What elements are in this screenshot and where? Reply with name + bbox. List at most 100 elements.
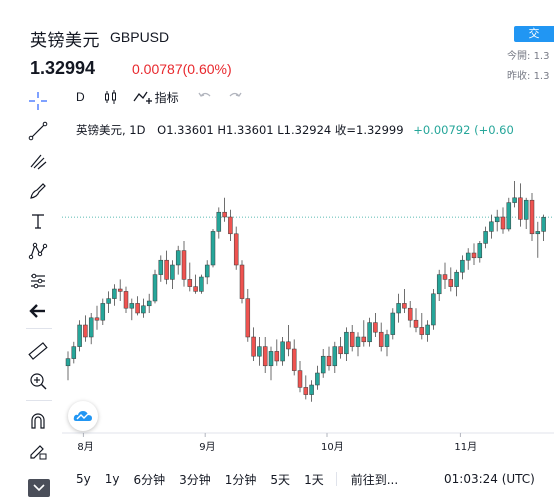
chart-toolbar: D 指标 (64, 85, 257, 109)
candle-up (390, 312, 396, 335)
interval-button[interactable]: D (76, 90, 85, 104)
crosshair-tool[interactable] (22, 88, 54, 114)
range-1y[interactable]: 1y (104, 472, 120, 486)
candle-down (378, 331, 384, 347)
candle-down (245, 298, 251, 338)
candle-down (239, 264, 245, 299)
range-5y[interactable]: 5y (76, 472, 91, 486)
candle-down (303, 387, 309, 395)
candle-up (465, 252, 471, 261)
candle-up (152, 274, 158, 302)
candle-down (123, 291, 129, 309)
clock[interactable]: 01:03:24 (UTC) (444, 472, 535, 486)
time-tick-label: 8月 (77, 441, 93, 453)
candle-up (460, 259, 465, 273)
prediction-icon (31, 273, 45, 289)
indicators-button[interactable]: 指标 (133, 89, 179, 106)
candle-up (344, 331, 349, 355)
candle-up (483, 231, 488, 244)
price-change: 0.00787(0.60%) (132, 61, 232, 77)
candle-down (228, 216, 233, 235)
candle-down (402, 303, 407, 309)
candle-up (320, 355, 326, 374)
candle-down (448, 279, 454, 287)
candle-up (175, 250, 181, 266)
today-open: 今開: 1.3 (507, 51, 550, 62)
candle-up (535, 231, 541, 235)
symbol-code: GBPUSD (110, 29, 170, 45)
last-price: 1.32994 (30, 58, 96, 78)
candle-up (523, 199, 529, 220)
candles-icon (104, 90, 116, 104)
range-bar: 5y 1y 6分钟 3分钟 1分钟 5天 1天 前往到... 01:03:24 … (62, 468, 554, 490)
candle-up (216, 211, 222, 232)
toolbar-scroll-down[interactable] (28, 479, 50, 497)
range-6m[interactable]: 6分钟 (133, 472, 166, 487)
time-axis (62, 433, 554, 465)
range-1m[interactable]: 1分钟 (224, 472, 257, 487)
candle-up (436, 274, 442, 295)
candle-down (419, 327, 425, 335)
ruler-icon (28, 342, 48, 360)
prediction-tool[interactable] (22, 268, 54, 294)
pattern-tool[interactable] (22, 238, 54, 264)
toolbar-divider (26, 328, 52, 329)
candle-down (361, 336, 367, 343)
candle-up (384, 334, 390, 347)
candle-down (117, 288, 123, 292)
candle-up (425, 324, 430, 335)
range-1d[interactable]: 1天 (304, 472, 324, 487)
chevron-down-icon (33, 484, 45, 492)
brush-tool[interactable] (22, 178, 54, 204)
undo-button[interactable] (197, 89, 213, 105)
range-3m[interactable]: 3分钟 (179, 472, 211, 487)
trendline-tool[interactable] (22, 118, 54, 144)
price-chart[interactable]: 8月9月10月11月12月 (62, 115, 554, 465)
candle-up (315, 372, 320, 386)
tradingview-logo[interactable] (68, 401, 98, 431)
trendline-icon (28, 121, 48, 141)
candle-up (396, 303, 401, 314)
candle-down (297, 370, 303, 388)
candle-up (65, 358, 71, 367)
candle-down (94, 317, 100, 321)
candle-up (355, 336, 361, 347)
magnet-tool[interactable] (22, 408, 54, 434)
fib-tool[interactable] (22, 148, 54, 174)
candle-type-button[interactable] (103, 89, 119, 105)
candle-down (222, 211, 227, 218)
draw-mode-tool[interactable] (22, 438, 54, 464)
candle-down (164, 259, 169, 280)
candle-up (129, 303, 135, 309)
candle-up (210, 231, 216, 266)
measure-tool[interactable] (22, 338, 54, 364)
trade-button[interactable]: 交 (514, 26, 554, 42)
candle-up (541, 216, 546, 232)
candle-down (135, 303, 140, 314)
candle-down (338, 346, 343, 355)
candle-up (112, 288, 117, 299)
zoom-tool[interactable] (22, 368, 54, 394)
candle-down (187, 279, 193, 287)
candle-up (146, 300, 152, 307)
brush-icon (30, 183, 46, 199)
indicators-icon (133, 91, 152, 104)
candle-down (413, 319, 419, 328)
text-tool[interactable] (22, 208, 54, 234)
time-tick-label: 9月 (199, 441, 215, 453)
candle-up (106, 298, 111, 304)
undo-icon (198, 92, 211, 97)
candle-down (181, 250, 187, 280)
text-icon (32, 214, 44, 229)
legend-symbol: 英镑美元, 1D (76, 123, 146, 137)
candle-up (100, 303, 106, 321)
candle-down (262, 346, 268, 367)
candle-up (268, 351, 274, 367)
range-5d[interactable]: 5天 (270, 472, 291, 487)
candle-up (170, 264, 175, 280)
redo-button[interactable] (227, 89, 243, 105)
candle-down (251, 336, 256, 357)
crosshair-icon (29, 92, 47, 110)
goto-date-button[interactable]: 前往到... (350, 472, 399, 487)
back-tool[interactable] (22, 298, 54, 324)
